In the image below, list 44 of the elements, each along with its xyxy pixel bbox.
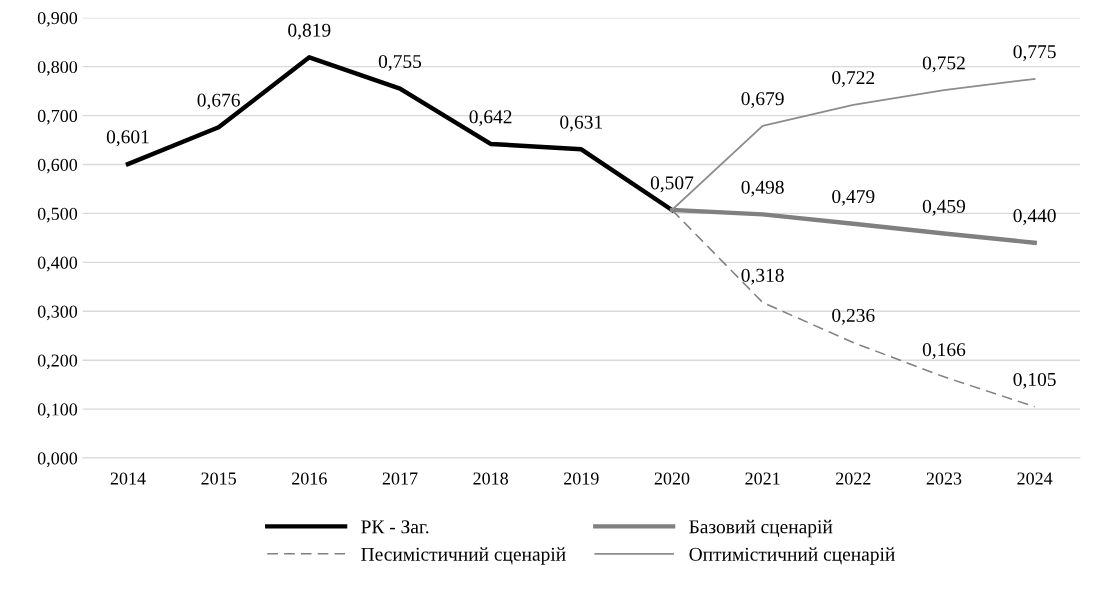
data-label: 0,676	[197, 93, 240, 110]
data-label: 0,105	[1013, 372, 1056, 389]
data-label: 0,236	[832, 308, 875, 325]
x-tick-label: 2016	[292, 472, 327, 485]
data-label: 0,819	[288, 23, 331, 40]
data-label: 0,479	[832, 189, 875, 206]
data-label: 0,631	[560, 115, 603, 132]
data-label: 0,440	[1013, 209, 1056, 225]
data-label: 0,752	[922, 56, 965, 73]
legend-label: Песимістичний сценарій	[361, 547, 566, 565]
data-label: 0,507	[650, 176, 694, 193]
y-tick-label: 0,700	[37, 109, 78, 125]
data-label: 0,318	[741, 268, 784, 285]
legend-label: РК - Заг.	[361, 520, 429, 534]
x-tick-label: 2019	[564, 472, 599, 485]
data-label: 0,498	[741, 180, 784, 197]
data-label: 0,722	[832, 71, 875, 87]
y-tick-label: 0,800	[37, 60, 78, 76]
y-tick-label: 0,900	[37, 11, 78, 27]
data-label: 0,775	[1013, 45, 1056, 62]
x-tick-label: 2015	[201, 472, 236, 485]
data-label: 0,166	[922, 343, 966, 359]
y-tick-label: 0,200	[37, 354, 78, 370]
data-label: 0,459	[922, 199, 966, 216]
y-tick-label: 0,000	[37, 452, 78, 468]
data-label: 0,755	[378, 54, 422, 71]
x-tick-label: 2023	[926, 472, 962, 485]
y-tick-label: 0,500	[37, 207, 78, 223]
legend-label: Оптимістичний сценарій	[689, 547, 895, 565]
y-tick-label: 0,400	[37, 256, 78, 272]
y-tick-label: 0,600	[37, 158, 78, 174]
y-tick-label: 0,100	[37, 403, 78, 419]
data-label: 0,601	[106, 130, 149, 147]
data-label: 0,642	[469, 110, 512, 127]
x-tick-label: 2021	[745, 472, 780, 485]
x-tick-label: 2020	[654, 472, 690, 485]
x-tick-label: 2018	[473, 472, 509, 485]
legend-label: Базовий сценарій	[689, 519, 833, 538]
y-tick-label: 0,300	[37, 305, 78, 321]
x-tick-label: 2024	[1017, 472, 1053, 485]
x-tick-label: 2017	[382, 472, 418, 485]
x-tick-label: 2014	[110, 472, 146, 485]
data-label: 0,679	[741, 92, 784, 109]
x-tick-label: 2022	[836, 472, 871, 485]
